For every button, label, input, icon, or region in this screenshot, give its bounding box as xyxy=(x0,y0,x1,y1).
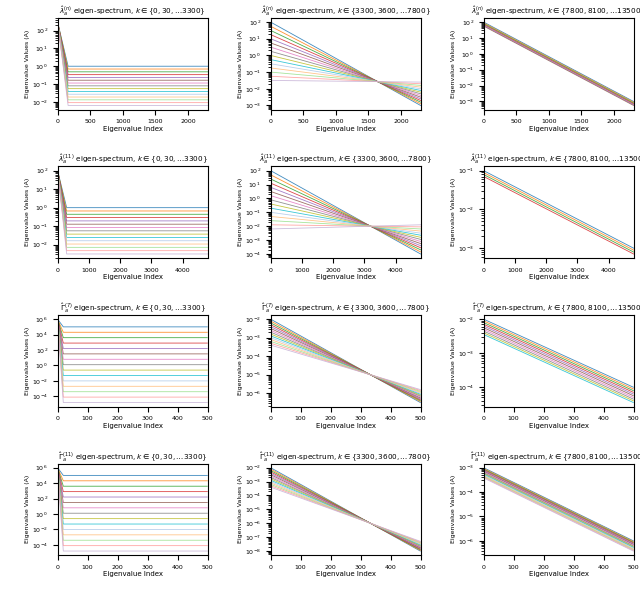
Title: $\hat{\Gamma}_a^{(11)}$ eigen-spectrum, $k \in \{0, 30, \ldots 3300\}$: $\hat{\Gamma}_a^{(11)}$ eigen-spectrum, … xyxy=(58,450,207,463)
Title: $\hat{\Gamma}_a^{(11)}$ eigen-spectrum, $k \in \{7800, 8100, \ldots 13500\}$: $\hat{\Gamma}_a^{(11)}$ eigen-spectrum, … xyxy=(470,450,640,463)
Y-axis label: Eigenvalue Values (A): Eigenvalue Values (A) xyxy=(238,327,243,395)
X-axis label: Eigenvalue Index: Eigenvalue Index xyxy=(316,423,376,429)
X-axis label: Eigenvalue Index: Eigenvalue Index xyxy=(529,126,589,132)
X-axis label: Eigenvalue Index: Eigenvalue Index xyxy=(316,274,376,280)
Title: $\hat{\Gamma}_a^{(7)}$ eigen-spectrum, $k \in \{7800, 8100, \ldots 13500\}$: $\hat{\Gamma}_a^{(7)}$ eigen-spectrum, $… xyxy=(472,301,640,315)
Title: $\hat{\lambda}_a^{(n)}$ eigen-spectrum, $k \in \{0, 30, \ldots 3300\}$: $\hat{\lambda}_a^{(n)}$ eigen-spectrum, … xyxy=(60,5,206,18)
Y-axis label: Eigenvalue Values (A): Eigenvalue Values (A) xyxy=(451,178,456,247)
X-axis label: Eigenvalue Index: Eigenvalue Index xyxy=(102,274,163,280)
Y-axis label: Eigenvalue Values (A): Eigenvalue Values (A) xyxy=(451,475,456,543)
X-axis label: Eigenvalue Index: Eigenvalue Index xyxy=(529,571,589,577)
Y-axis label: Eigenvalue Values (A): Eigenvalue Values (A) xyxy=(26,30,31,98)
X-axis label: Eigenvalue Index: Eigenvalue Index xyxy=(102,423,163,429)
Y-axis label: Eigenvalue Values (A): Eigenvalue Values (A) xyxy=(451,30,456,98)
Title: $\hat{\lambda}_a^{(11)}$ eigen-spectrum, $k \in \{0, 30, \ldots 3300\}$: $\hat{\lambda}_a^{(11)}$ eigen-spectrum,… xyxy=(58,153,207,167)
X-axis label: Eigenvalue Index: Eigenvalue Index xyxy=(529,274,589,280)
Title: $\hat{\lambda}_a^{(11)}$ eigen-spectrum, $k \in \{3300, 3600, \ldots 7800\}$: $\hat{\lambda}_a^{(11)}$ eigen-spectrum,… xyxy=(259,153,432,167)
Title: $\hat{\Gamma}_a^{(7)}$ eigen-spectrum, $k \in \{0, 30, \ldots 3300\}$: $\hat{\Gamma}_a^{(7)}$ eigen-spectrum, $… xyxy=(60,301,205,315)
Y-axis label: Eigenvalue Values (A): Eigenvalue Values (A) xyxy=(451,327,456,395)
Title: $\hat{\Gamma}_a^{(7)}$ eigen-spectrum, $k \in \{3300, 3600, \ldots 7800\}$: $\hat{\Gamma}_a^{(7)}$ eigen-spectrum, $… xyxy=(261,301,430,315)
X-axis label: Eigenvalue Index: Eigenvalue Index xyxy=(102,571,163,577)
Y-axis label: Eigenvalue Values (A): Eigenvalue Values (A) xyxy=(26,327,30,395)
Title: $\hat{\lambda}_a^{(11)}$ eigen-spectrum, $k \in \{7800, 8100, \ldots 13500\}$: $\hat{\lambda}_a^{(11)}$ eigen-spectrum,… xyxy=(470,153,640,167)
Y-axis label: Eigenvalue Values (A): Eigenvalue Values (A) xyxy=(26,475,30,543)
X-axis label: Eigenvalue Index: Eigenvalue Index xyxy=(316,126,376,132)
X-axis label: Eigenvalue Index: Eigenvalue Index xyxy=(102,126,163,132)
Y-axis label: Eigenvalue Values (A): Eigenvalue Values (A) xyxy=(26,178,31,247)
Y-axis label: Eigenvalue Values (A): Eigenvalue Values (A) xyxy=(239,30,243,98)
Y-axis label: Eigenvalue Values (A): Eigenvalue Values (A) xyxy=(238,475,243,543)
Title: $\hat{\lambda}_a^{(n)}$ eigen-spectrum, $k \in \{3300, 3600, \ldots 7800\}$: $\hat{\lambda}_a^{(n)}$ eigen-spectrum, … xyxy=(260,5,431,18)
Title: $\hat{\Gamma}_a^{(11)}$ eigen-spectrum, $k \in \{3300, 3600, \ldots 7800\}$: $\hat{\Gamma}_a^{(11)}$ eigen-spectrum, … xyxy=(259,450,432,463)
X-axis label: Eigenvalue Index: Eigenvalue Index xyxy=(529,423,589,429)
X-axis label: Eigenvalue Index: Eigenvalue Index xyxy=(316,571,376,577)
Title: $\hat{\lambda}_a^{(n)}$ eigen-spectrum, $k \in \{7800, 8100, \ldots 13500\}$: $\hat{\lambda}_a^{(n)}$ eigen-spectrum, … xyxy=(472,5,640,18)
Y-axis label: Eigenvalue Values (A): Eigenvalue Values (A) xyxy=(238,178,243,247)
